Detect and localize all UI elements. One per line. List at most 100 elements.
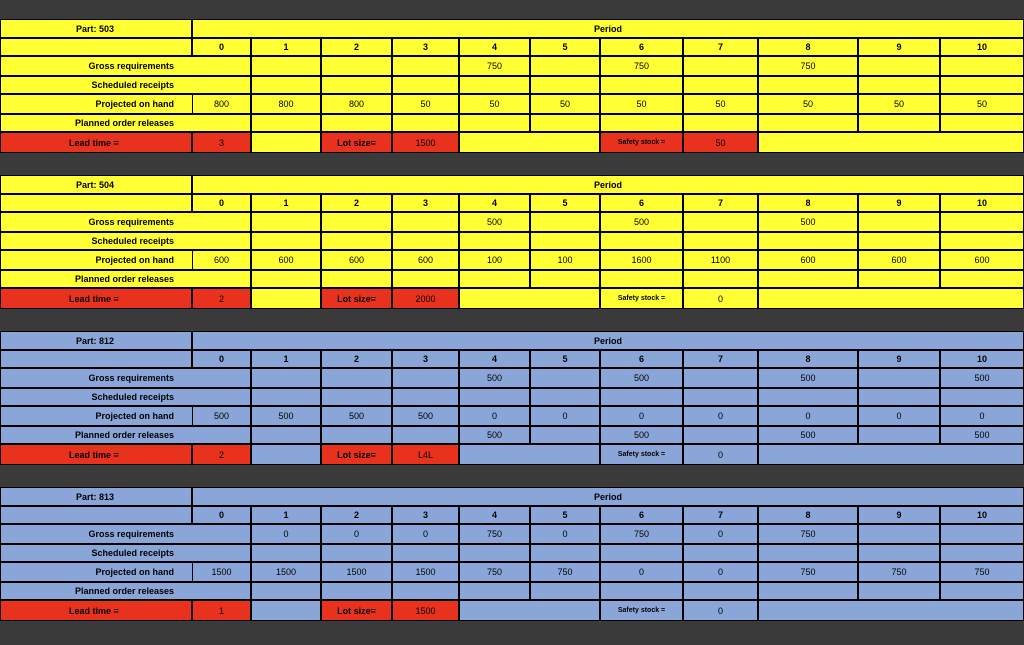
scheduled-receipts-row-cell[interactable] — [683, 232, 758, 250]
gross-requirements-row-cell[interactable] — [321, 56, 392, 76]
gross-requirements-row-cell[interactable]: 500 — [758, 212, 858, 232]
lot-size-value[interactable]: L4L — [392, 444, 459, 465]
blank-cell[interactable] — [459, 132, 600, 153]
projected-on-hand-row-cell[interactable]: 750 — [940, 562, 1024, 582]
lead-time-value[interactable]: 1 — [192, 600, 251, 621]
blank-cell[interactable] — [758, 132, 1024, 153]
part-title[interactable]: Part: 812 — [0, 331, 192, 350]
planned-order-releases-row-cell[interactable] — [321, 114, 392, 132]
scheduled-receipts-row-cell[interactable] — [392, 76, 459, 94]
blank-cell[interactable] — [758, 444, 1024, 465]
period-number[interactable]: 9 — [858, 350, 940, 368]
planned-order-releases-row-cell[interactable] — [530, 582, 600, 600]
scheduled-receipts-row-cell[interactable] — [251, 388, 321, 406]
period-number[interactable]: 7 — [683, 194, 758, 212]
blank-cell[interactable] — [459, 600, 600, 621]
safety-stock-value[interactable]: 0 — [683, 444, 758, 465]
lot-size-value[interactable]: 2000 — [392, 288, 459, 309]
part-title[interactable]: Part: 503 — [0, 19, 192, 38]
scheduled-receipts-row-cell[interactable] — [321, 544, 392, 562]
planned-order-releases-row-cell[interactable] — [858, 114, 940, 132]
projected-on-hand-row-cell[interactable]: 800 — [192, 94, 251, 114]
blank-label-cell[interactable] — [0, 194, 192, 212]
planned-order-releases-row-cell[interactable] — [459, 582, 530, 600]
scheduled-receipts-row-cell[interactable] — [683, 76, 758, 94]
planned-order-releases-row-cell[interactable] — [321, 270, 392, 288]
projected-on-hand-row-cell[interactable]: 500 — [192, 406, 251, 426]
part-title[interactable]: Part: 813 — [0, 487, 192, 506]
scheduled-receipts-row-cell[interactable] — [683, 544, 758, 562]
planned-order-releases-row-cell[interactable] — [321, 582, 392, 600]
projected-on-hand-row-cell[interactable]: 1600 — [600, 250, 683, 270]
lot-size-value[interactable]: 1500 — [392, 132, 459, 153]
period-number[interactable]: 3 — [392, 194, 459, 212]
lead-time-value[interactable]: 2 — [192, 444, 251, 465]
gross-requirements-row-cell[interactable]: 750 — [758, 524, 858, 544]
scheduled-receipts-row-cell[interactable] — [600, 76, 683, 94]
scheduled-receipts-row-cell[interactable] — [758, 76, 858, 94]
projected-on-hand-row-cell[interactable]: 100 — [530, 250, 600, 270]
planned-order-releases-row-cell[interactable] — [858, 270, 940, 288]
projected-on-hand-row-cell[interactable]: 500 — [392, 406, 459, 426]
projected-on-hand-row-cell[interactable]: 50 — [459, 94, 530, 114]
period-number[interactable]: 5 — [530, 38, 600, 56]
planned-order-releases-row-cell[interactable] — [251, 270, 321, 288]
period-number[interactable]: 2 — [321, 350, 392, 368]
gross-requirements-row-cell[interactable]: 500 — [940, 368, 1024, 388]
planned-order-releases-row-cell[interactable] — [530, 114, 600, 132]
projected-on-hand-row-cell[interactable]: 750 — [459, 562, 530, 582]
gross-requirements-row-cell[interactable] — [392, 212, 459, 232]
period-number[interactable]: 1 — [251, 38, 321, 56]
blank-cell[interactable] — [251, 444, 321, 465]
period-number[interactable]: 6 — [600, 506, 683, 524]
gross-requirements-row-cell[interactable]: 0 — [392, 524, 459, 544]
gross-requirements-row-cell[interactable]: 750 — [459, 524, 530, 544]
scheduled-receipts-row-cell[interactable] — [530, 76, 600, 94]
period-number[interactable]: 6 — [600, 350, 683, 368]
period-number[interactable]: 2 — [321, 194, 392, 212]
scheduled-receipts-row-cell[interactable] — [858, 232, 940, 250]
blank-cell[interactable] — [251, 600, 321, 621]
gross-requirements-row-cell[interactable]: 0 — [530, 524, 600, 544]
period-number[interactable]: 9 — [858, 506, 940, 524]
scheduled-receipts-row-cell[interactable] — [940, 544, 1024, 562]
part-title[interactable]: Part: 504 — [0, 175, 192, 194]
planned-order-releases-row-cell[interactable] — [940, 582, 1024, 600]
period-number[interactable]: 1 — [251, 194, 321, 212]
projected-on-hand-row-cell[interactable]: 0 — [459, 406, 530, 426]
period-number[interactable]: 10 — [940, 350, 1024, 368]
gross-requirements-row-cell[interactable] — [530, 368, 600, 388]
gross-requirements-row-cell[interactable]: 500 — [600, 368, 683, 388]
blank-cell[interactable] — [459, 444, 600, 465]
scheduled-receipts-row-cell[interactable] — [858, 544, 940, 562]
projected-on-hand-row-cell[interactable]: 50 — [530, 94, 600, 114]
gross-requirements-row-cell[interactable] — [530, 212, 600, 232]
planned-order-releases-row-cell[interactable] — [392, 270, 459, 288]
gross-requirements-row-cell[interactable] — [940, 56, 1024, 76]
scheduled-receipts-row-cell[interactable] — [940, 388, 1024, 406]
gross-requirements-row-cell[interactable] — [251, 212, 321, 232]
period-number[interactable]: 10 — [940, 506, 1024, 524]
planned-order-releases-row-cell[interactable] — [251, 114, 321, 132]
projected-on-hand-row-cell[interactable]: 750 — [758, 562, 858, 582]
projected-on-hand-row-cell[interactable]: 0 — [683, 562, 758, 582]
period-number[interactable]: 7 — [683, 38, 758, 56]
projected-on-hand-row-cell[interactable]: 800 — [251, 94, 321, 114]
gross-requirements-row-cell[interactable] — [683, 212, 758, 232]
period-number[interactable]: 4 — [459, 350, 530, 368]
scheduled-receipts-row-cell[interactable] — [530, 544, 600, 562]
gross-requirements-row-cell[interactable] — [940, 212, 1024, 232]
period-number[interactable]: 8 — [758, 350, 858, 368]
gross-requirements-row-cell[interactable] — [858, 524, 940, 544]
period-number[interactable]: 10 — [940, 194, 1024, 212]
gross-requirements-row-cell[interactable] — [392, 56, 459, 76]
projected-on-hand-row-cell[interactable]: 600 — [192, 250, 251, 270]
period-number[interactable]: 8 — [758, 506, 858, 524]
gross-requirements-row-cell[interactable] — [392, 368, 459, 388]
gross-requirements-row-cell[interactable] — [858, 56, 940, 76]
planned-order-releases-row-cell[interactable] — [600, 582, 683, 600]
gross-requirements-row-cell[interactable]: 750 — [758, 56, 858, 76]
scheduled-receipts-row-cell[interactable] — [392, 544, 459, 562]
projected-on-hand-row-cell[interactable]: 50 — [858, 94, 940, 114]
planned-order-releases-row-cell[interactable] — [683, 114, 758, 132]
